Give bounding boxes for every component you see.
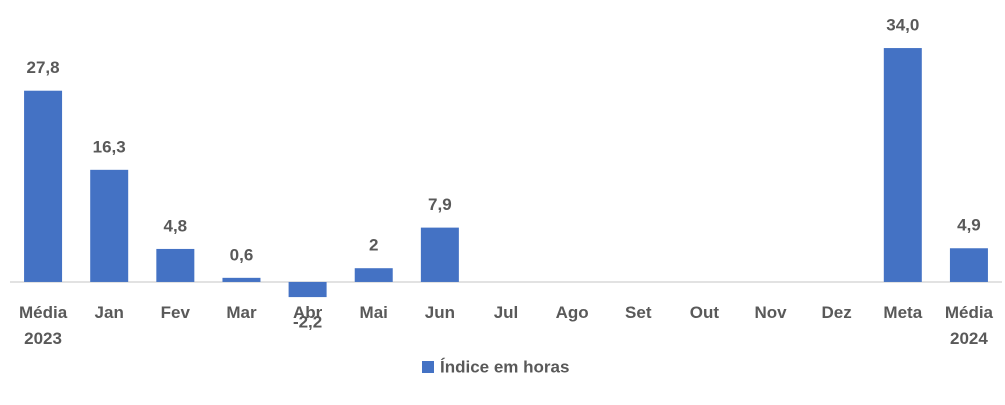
data-label: 16,3 bbox=[93, 137, 126, 156]
x-tick-label: Out bbox=[689, 303, 720, 322]
x-tick-label: Média 2023 bbox=[18, 303, 68, 348]
x-tick-label: Jul bbox=[493, 303, 519, 322]
bar bbox=[420, 227, 459, 282]
data-label: 4,8 bbox=[164, 216, 188, 235]
x-tick-label: Nov bbox=[754, 303, 787, 322]
data-label: -2,2 bbox=[293, 313, 322, 332]
bar bbox=[883, 48, 922, 282]
x-tick-label: Mar bbox=[226, 303, 257, 322]
bar bbox=[156, 248, 195, 282]
bar bbox=[24, 90, 63, 282]
legend-label: Índice em horas bbox=[440, 357, 569, 376]
data-label: 0,6 bbox=[230, 245, 254, 264]
x-tick-label: Dez bbox=[821, 303, 852, 322]
x-tick-label: Mai bbox=[359, 303, 388, 322]
x-tick-label: Jun bbox=[424, 303, 455, 322]
x-tick-label: Set bbox=[625, 303, 652, 322]
x-tick-label: Jan bbox=[94, 303, 124, 322]
data-label: 7,9 bbox=[428, 195, 452, 214]
data-label: 4,9 bbox=[957, 216, 981, 235]
data-label: 2 bbox=[369, 236, 378, 255]
data-label: 34,0 bbox=[886, 16, 919, 35]
bar bbox=[90, 169, 129, 282]
x-tick-label: Média 2024 bbox=[944, 303, 994, 348]
x-tick-label: Meta bbox=[883, 303, 923, 322]
bar bbox=[354, 268, 393, 282]
bar bbox=[222, 277, 261, 282]
legend-swatch bbox=[422, 361, 434, 373]
x-tick-label: Fev bbox=[160, 303, 190, 322]
bar bbox=[949, 248, 988, 282]
x-tick-label: Ago bbox=[555, 303, 589, 322]
x-tick-label: Abr bbox=[292, 303, 323, 322]
bar bbox=[288, 281, 327, 298]
data-label: 27,8 bbox=[27, 58, 60, 77]
